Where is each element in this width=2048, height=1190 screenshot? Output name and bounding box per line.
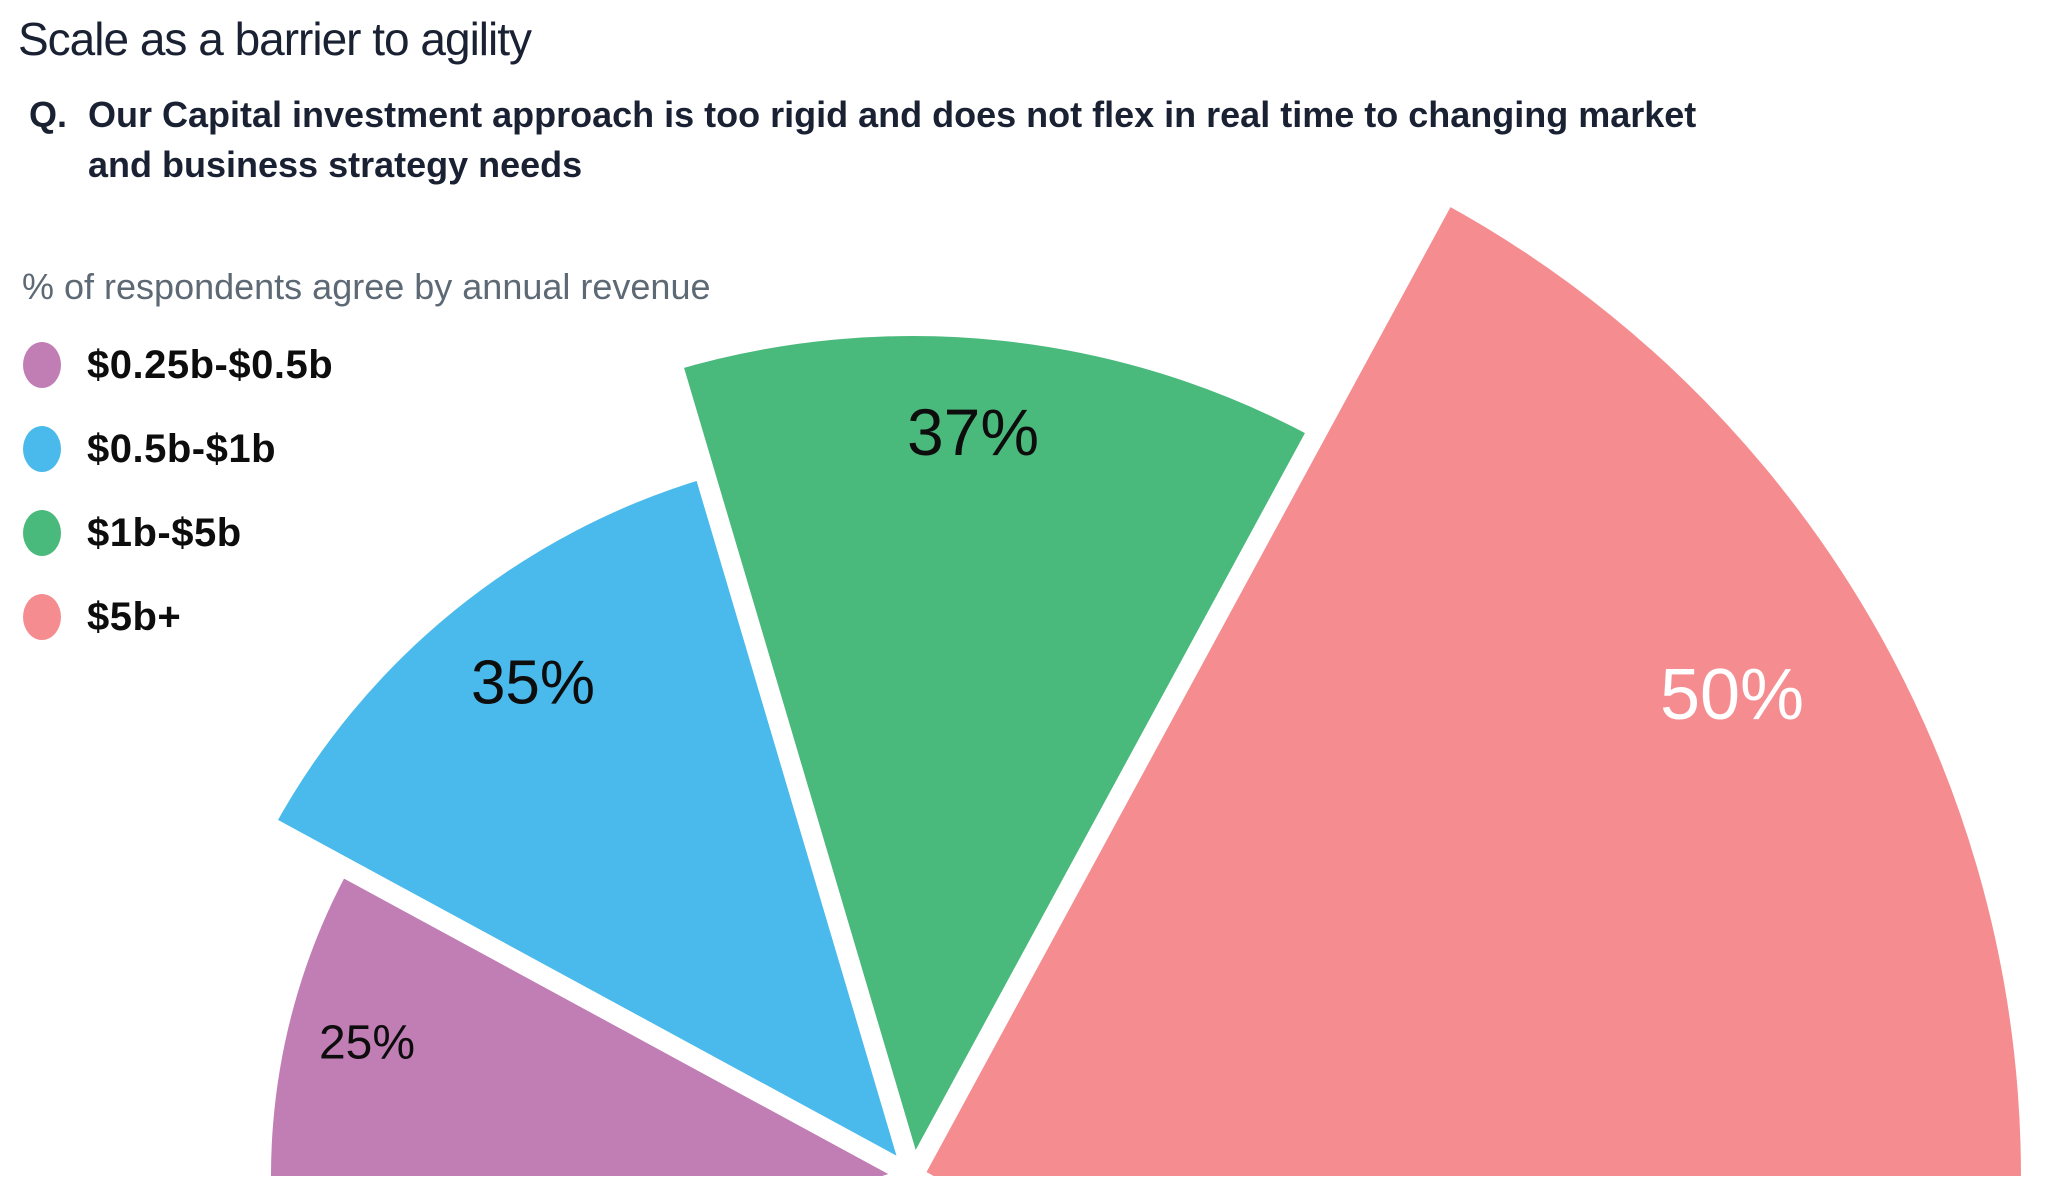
question-text: Our Capital investment approach is too r… bbox=[88, 90, 1696, 190]
wedge-50pct bbox=[901, 179, 2041, 1176]
legend-item-0: $0.25b-$0.5b bbox=[23, 323, 333, 407]
wedge-37pct bbox=[659, 316, 1333, 1176]
question-line-2: and business strategy needs bbox=[88, 144, 583, 185]
chart-subtitle: % of respondents agree by annual revenue bbox=[22, 266, 711, 307]
legend-marker-icon bbox=[23, 510, 61, 556]
page-title: Scale as a barrier to agility bbox=[18, 13, 532, 65]
question-line-1: Our Capital investment approach is too r… bbox=[88, 94, 1697, 135]
legend-label: $0.25b-$0.5b bbox=[87, 342, 334, 387]
legend-marker-icon bbox=[23, 426, 61, 472]
legend-label: $5b+ bbox=[87, 594, 182, 639]
legend-label: $0.5b-$1b bbox=[87, 426, 277, 471]
legend-label: $1b-$5b bbox=[87, 510, 242, 555]
question-block: Q. Our Capital investment approach is to… bbox=[29, 90, 1696, 190]
wedge-value-label-50pct: 50% bbox=[1660, 655, 1804, 735]
wedge-value-label-35pct: 35% bbox=[471, 649, 595, 718]
chart-legend: $0.25b-$0.5b $0.5b-$1b $1b-$5b $5b+ bbox=[23, 323, 333, 659]
wedge-value-label-37pct: 37% bbox=[907, 395, 1039, 469]
legend-marker-icon bbox=[23, 342, 61, 388]
legend-item-3: $5b+ bbox=[23, 575, 333, 659]
legend-marker-icon bbox=[23, 594, 61, 640]
legend-item-2: $1b-$5b bbox=[23, 491, 333, 575]
legend-item-1: $0.5b-$1b bbox=[23, 407, 333, 491]
wedge-value-label-25pct: 25% bbox=[319, 1017, 415, 1070]
question-prefix: Q. bbox=[29, 94, 68, 135]
